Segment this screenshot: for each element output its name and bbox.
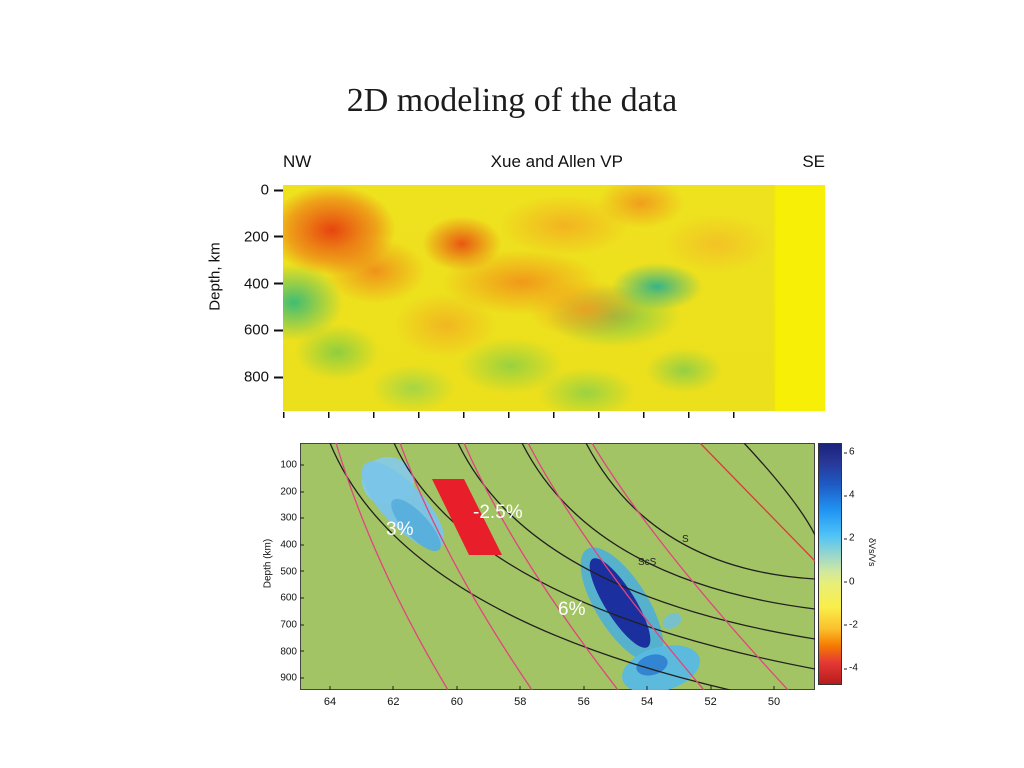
tick-label: 0 xyxy=(844,576,855,588)
tick-label: 50 xyxy=(767,696,781,708)
tick-label: 58 xyxy=(514,696,527,708)
vp-tomography-figure: NW Xue and Allen VP SE Depth, km 0 200 400… xyxy=(200,148,832,418)
annotation-6-percent: 6% xyxy=(558,599,586,620)
tick-label: 800 xyxy=(280,646,297,658)
raypath-vs-model-figure: Depth (km) 100 200 300 400 500 600 700 800 900 6… xyxy=(255,438,915,728)
fast-anomaly-upper-blue-blob xyxy=(361,457,445,552)
tick-label: 60 xyxy=(450,696,463,708)
annotation-scs-phase: ScS xyxy=(638,557,657,568)
top-chart-title: Xue and Allen VP xyxy=(490,152,623,171)
colorbar-label: δVs/Vs xyxy=(867,538,877,567)
top-figure-header: NW Xue and Allen VP SE xyxy=(283,152,825,172)
annotation-3-percent: 3% xyxy=(386,519,414,540)
tick-label: 54 xyxy=(641,696,654,708)
slide-title: 2D modeling of the data xyxy=(346,82,678,119)
tick-label: 62 xyxy=(387,696,400,708)
tick-label: 700 xyxy=(280,619,297,631)
tick-label: 56 xyxy=(577,696,590,708)
tick-label: -2 xyxy=(844,619,858,631)
tick-label: 100 xyxy=(280,459,297,471)
tick-label: 4 xyxy=(844,489,855,501)
tick-label: 600 xyxy=(280,592,297,604)
tick-label: 200 xyxy=(244,228,284,245)
tick-label: 400 xyxy=(280,539,297,551)
colorbar-ticks: 6 4 2 0 -2 -4 xyxy=(844,443,874,688)
tick-label: 52 xyxy=(704,696,717,708)
tick-label: 800 xyxy=(244,369,284,386)
vp-tomography-heatmap xyxy=(283,185,825,418)
direction-label-nw: NW xyxy=(283,152,312,171)
tick-label: 900 xyxy=(280,672,297,684)
axis-tick-marks xyxy=(300,464,775,690)
tick-label: 300 xyxy=(280,512,297,524)
tick-label: 0 xyxy=(261,182,284,199)
raypath-cross-section: 3% -2.5% 6% S ScS xyxy=(300,443,815,690)
ray-paths-black xyxy=(329,443,815,690)
tick-label: 400 xyxy=(244,275,284,292)
annotation-minus-2-5-percent: -2.5% xyxy=(473,502,523,523)
bottom-y-axis-ticks: 100 200 300 400 500 600 700 800 900 xyxy=(265,438,297,688)
tick-label: 6 xyxy=(844,446,855,458)
colorbar xyxy=(818,443,842,685)
bottom-x-axis-ticks: 64 62 60 58 56 54 52 50 xyxy=(300,696,815,712)
tick-label: 64 xyxy=(323,696,337,708)
direction-label-se: SE xyxy=(802,152,825,171)
tick-label: 500 xyxy=(280,566,297,578)
tick-label: 2 xyxy=(844,532,855,544)
annotation-s-phase: S xyxy=(682,534,689,545)
ray-paths-pink xyxy=(335,443,815,690)
slow-anomaly-red-parallelogram xyxy=(432,479,502,555)
tick-label: -4 xyxy=(844,662,858,674)
top-y-axis-label: Depth, km xyxy=(206,242,224,311)
tick-label: 200 xyxy=(280,486,297,498)
tick-label: 600 xyxy=(244,322,284,339)
top-y-axis-ticks: 0 200 400 600 800 xyxy=(230,148,284,414)
